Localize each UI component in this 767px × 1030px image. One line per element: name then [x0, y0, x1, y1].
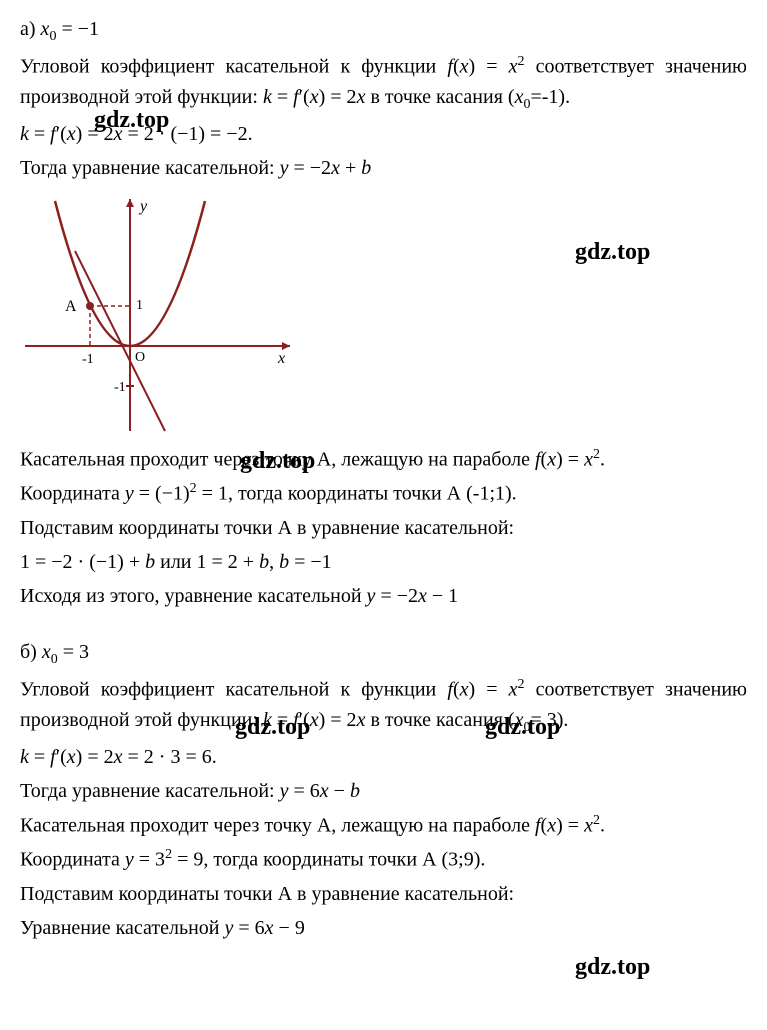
text-line: Тогда уравнение касательной: y = 6x − b — [20, 776, 747, 806]
text-line: Подставим координаты точки А в уравнение… — [20, 513, 747, 543]
section-a-header: а) x0 = −1 — [20, 14, 747, 47]
text-line: k = f′(x) = 2x = 2 · 3 = 6. — [20, 742, 747, 772]
text-line: Подставим координаты точки А в уравнение… — [20, 879, 747, 909]
svg-text:1: 1 — [136, 298, 143, 313]
text-line: Угловой коэффициент касательной к функци… — [20, 674, 747, 738]
text-line: Касательная проходит через точку А, лежа… — [20, 810, 747, 841]
text-line: Касательная проходит через точку А, лежа… — [20, 444, 747, 475]
text-line: Координата y = (−1)2 = 1, тогда координа… — [20, 478, 747, 509]
svg-text:A: A — [65, 298, 77, 315]
text-line: Тогда уравнение касательной: y = −2x + b — [20, 153, 747, 183]
watermark: gdz.top — [575, 239, 650, 266]
text-line: Уравнение касательной y = 6x − 9 — [20, 913, 747, 943]
watermark: gdz.top — [575, 954, 650, 981]
text-line: k = f′(x) = 2x = 2 · (−1) = −2. — [20, 119, 747, 149]
svg-text:y: y — [138, 198, 148, 215]
text-line: 1 = −2 · (−1) + b или 1 = 2 + b, b = −1 — [20, 547, 747, 577]
text-line: Угловой коэффициент касательной к функци… — [20, 51, 747, 115]
section-b-header: б) x0 = 3 — [20, 637, 747, 670]
parabola-graph: y x A O -1 1 -1 — [20, 191, 300, 436]
svg-text:-1: -1 — [114, 380, 126, 395]
svg-text:O: O — [135, 350, 145, 365]
text-line: Координата y = 32 = 9, тогда координаты … — [20, 844, 747, 875]
svg-text:-1: -1 — [82, 352, 94, 367]
text-line: Исходя из этого, уравнение касательной y… — [20, 581, 747, 611]
svg-text:x: x — [277, 350, 285, 367]
